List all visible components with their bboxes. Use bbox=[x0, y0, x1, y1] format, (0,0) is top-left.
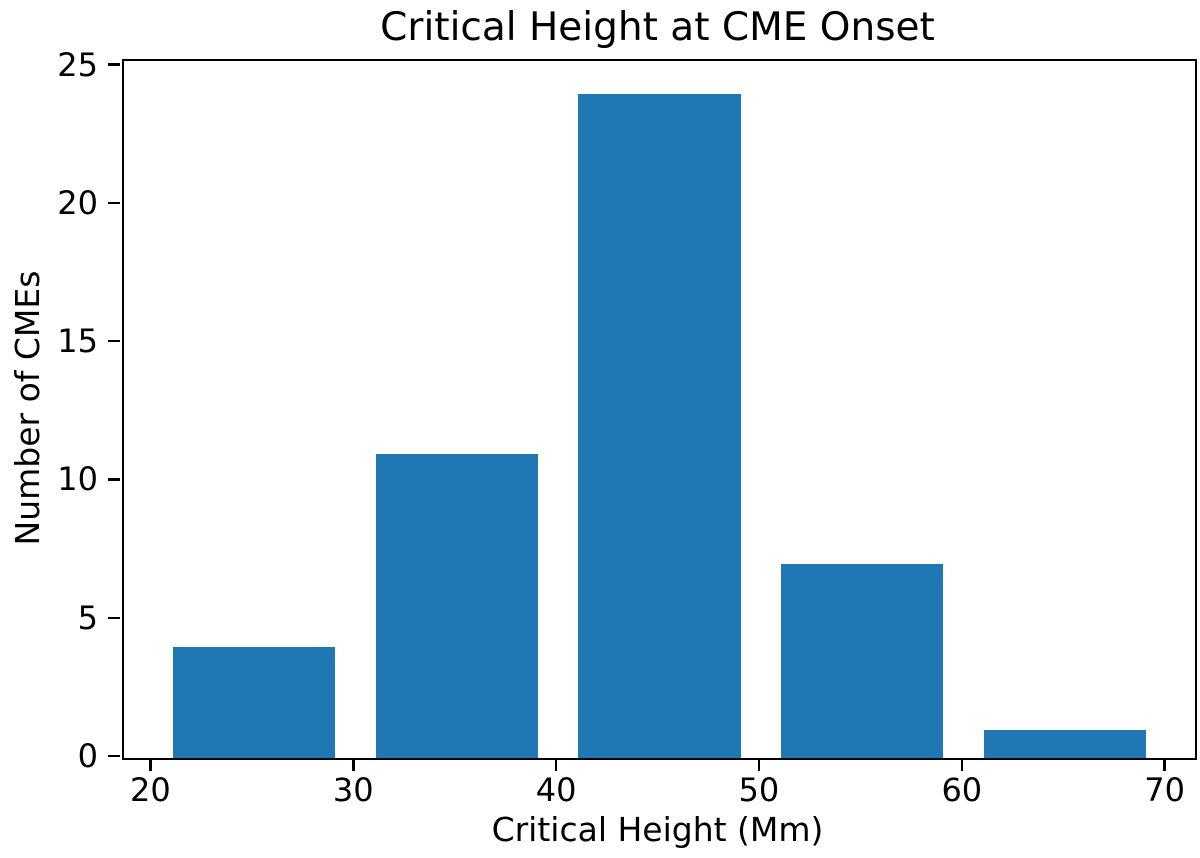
x-tick-label: 50 bbox=[738, 771, 780, 809]
y-tick-label: 15 bbox=[57, 322, 98, 361]
y-tick-label: 5 bbox=[77, 598, 98, 637]
x-tick-label: 40 bbox=[535, 771, 577, 809]
y-tick-label: 0 bbox=[77, 737, 98, 775]
histogram-bar bbox=[781, 564, 944, 758]
y-tick-label: 20 bbox=[57, 183, 98, 222]
x-tick-mark bbox=[554, 758, 558, 771]
y-tick-mark bbox=[107, 754, 120, 758]
plot-area bbox=[122, 59, 1197, 760]
x-tick-mark bbox=[960, 758, 963, 771]
x-tick-mark bbox=[757, 758, 761, 771]
x-tick-mark bbox=[149, 758, 152, 771]
histogram-bar bbox=[984, 730, 1147, 758]
x-tick-mark bbox=[352, 758, 355, 771]
histogram-bar bbox=[172, 647, 335, 758]
x-tick-label: 70 bbox=[1144, 771, 1185, 809]
y-tick-mark bbox=[107, 339, 120, 343]
y-tick-label: 25 bbox=[57, 45, 98, 84]
x-tick-label: 20 bbox=[130, 771, 171, 809]
y-axis-label: Number of CMEs bbox=[8, 270, 47, 546]
y-tick-mark bbox=[107, 616, 120, 619]
histogram-bar bbox=[578, 94, 741, 758]
chart-title: Critical Height at CME Onset bbox=[380, 5, 935, 50]
bars-layer bbox=[124, 61, 1195, 758]
y-tick-mark bbox=[107, 201, 120, 205]
x-axis-label: Critical Height (Mm) bbox=[491, 810, 824, 849]
x-tick-label: 30 bbox=[332, 771, 374, 809]
histogram-bar bbox=[375, 453, 538, 758]
y-tick-mark bbox=[107, 478, 120, 481]
x-tick-label: 60 bbox=[941, 771, 983, 809]
y-tick-label: 10 bbox=[57, 460, 98, 499]
y-tick-mark bbox=[107, 63, 120, 66]
x-tick-mark bbox=[1163, 758, 1166, 771]
